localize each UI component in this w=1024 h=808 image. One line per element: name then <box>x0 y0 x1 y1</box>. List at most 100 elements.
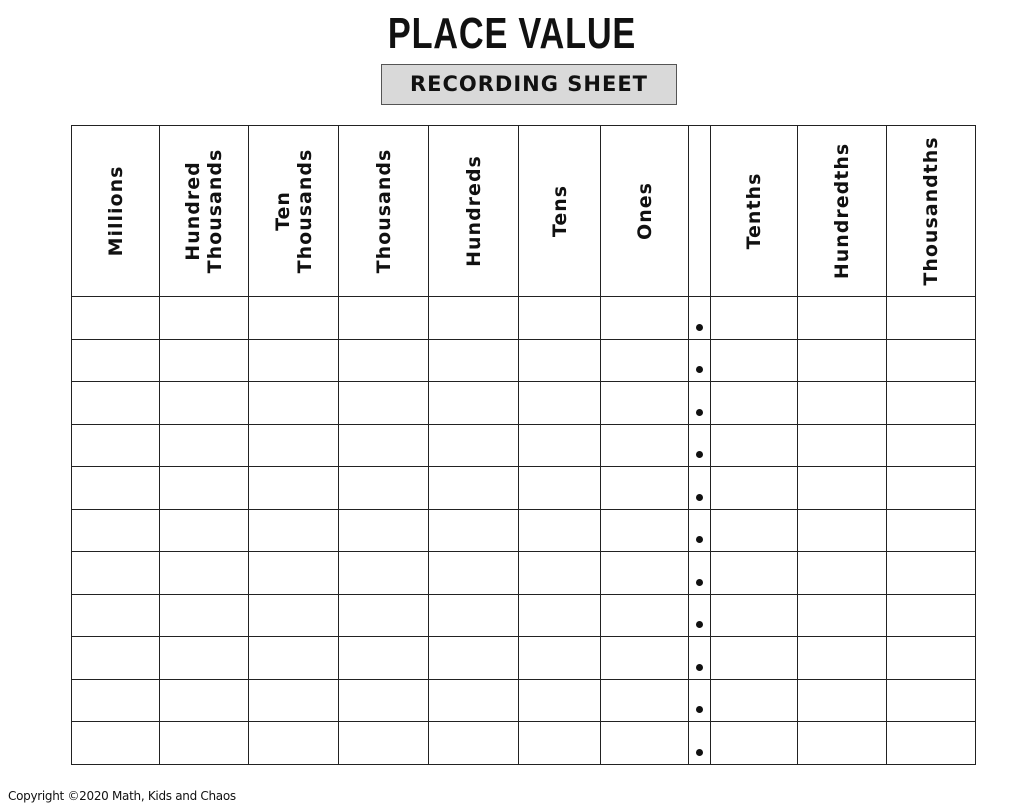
entry-cell[interactable] <box>518 678 601 722</box>
entry-cell[interactable] <box>710 721 798 765</box>
entry-cell[interactable] <box>248 551 339 595</box>
entry-cell[interactable] <box>600 593 689 637</box>
entry-cell[interactable] <box>428 466 519 510</box>
entry-cell[interactable] <box>338 338 429 382</box>
entry-cell[interactable] <box>428 636 519 680</box>
entry-cell[interactable] <box>248 381 339 425</box>
entry-cell[interactable] <box>71 338 160 382</box>
entry-cell[interactable] <box>338 678 429 722</box>
entry-cell[interactable] <box>518 338 601 382</box>
entry-cell[interactable] <box>428 678 519 722</box>
entry-cell[interactable] <box>710 593 798 637</box>
entry-cell[interactable] <box>886 466 976 510</box>
entry-cell[interactable] <box>71 593 160 637</box>
entry-cell[interactable] <box>797 551 887 595</box>
entry-cell[interactable] <box>428 381 519 425</box>
entry-cell[interactable] <box>600 381 689 425</box>
entry-cell[interactable] <box>710 381 798 425</box>
entry-cell[interactable] <box>248 296 339 340</box>
entry-cell[interactable] <box>886 508 976 552</box>
entry-cell[interactable] <box>159 423 249 467</box>
entry-cell[interactable] <box>159 678 249 722</box>
entry-cell[interactable] <box>600 338 689 382</box>
entry-cell[interactable] <box>338 636 429 680</box>
entry-cell[interactable] <box>797 296 887 340</box>
entry-cell[interactable] <box>428 593 519 637</box>
entry-cell[interactable] <box>159 466 249 510</box>
entry-cell[interactable] <box>797 381 887 425</box>
entry-cell[interactable] <box>797 508 887 552</box>
entry-cell[interactable] <box>710 466 798 510</box>
entry-cell[interactable] <box>428 721 519 765</box>
entry-cell[interactable] <box>710 508 798 552</box>
entry-cell[interactable] <box>886 296 976 340</box>
entry-cell[interactable] <box>518 296 601 340</box>
entry-cell[interactable] <box>886 593 976 637</box>
entry-cell[interactable] <box>428 551 519 595</box>
entry-cell[interactable] <box>710 423 798 467</box>
entry-cell[interactable] <box>159 636 249 680</box>
entry-cell[interactable] <box>338 721 429 765</box>
entry-cell[interactable] <box>71 721 160 765</box>
entry-cell[interactable] <box>71 508 160 552</box>
entry-cell[interactable] <box>159 551 249 595</box>
entry-cell[interactable] <box>600 551 689 595</box>
entry-cell[interactable] <box>797 466 887 510</box>
entry-cell[interactable] <box>248 466 339 510</box>
entry-cell[interactable] <box>710 296 798 340</box>
entry-cell[interactable] <box>159 381 249 425</box>
entry-cell[interactable] <box>797 423 887 467</box>
entry-cell[interactable] <box>797 636 887 680</box>
entry-cell[interactable] <box>338 296 429 340</box>
entry-cell[interactable] <box>518 721 601 765</box>
entry-cell[interactable] <box>248 721 339 765</box>
entry-cell[interactable] <box>71 296 160 340</box>
entry-cell[interactable] <box>710 338 798 382</box>
entry-cell[interactable] <box>600 296 689 340</box>
entry-cell[interactable] <box>428 296 519 340</box>
entry-cell[interactable] <box>159 508 249 552</box>
entry-cell[interactable] <box>600 466 689 510</box>
entry-cell[interactable] <box>338 423 429 467</box>
entry-cell[interactable] <box>710 551 798 595</box>
entry-cell[interactable] <box>159 593 249 637</box>
entry-cell[interactable] <box>886 678 976 722</box>
entry-cell[interactable] <box>248 678 339 722</box>
entry-cell[interactable] <box>886 721 976 765</box>
entry-cell[interactable] <box>338 381 429 425</box>
entry-cell[interactable] <box>159 296 249 340</box>
entry-cell[interactable] <box>71 381 160 425</box>
entry-cell[interactable] <box>886 381 976 425</box>
entry-cell[interactable] <box>518 508 601 552</box>
entry-cell[interactable] <box>159 338 249 382</box>
entry-cell[interactable] <box>248 423 339 467</box>
entry-cell[interactable] <box>248 636 339 680</box>
entry-cell[interactable] <box>886 551 976 595</box>
entry-cell[interactable] <box>71 466 160 510</box>
entry-cell[interactable] <box>159 721 249 765</box>
entry-cell[interactable] <box>600 636 689 680</box>
entry-cell[interactable] <box>248 338 339 382</box>
entry-cell[interactable] <box>710 636 798 680</box>
entry-cell[interactable] <box>710 678 798 722</box>
entry-cell[interactable] <box>797 678 887 722</box>
entry-cell[interactable] <box>518 466 601 510</box>
entry-cell[interactable] <box>797 721 887 765</box>
entry-cell[interactable] <box>338 551 429 595</box>
entry-cell[interactable] <box>428 338 519 382</box>
entry-cell[interactable] <box>71 551 160 595</box>
entry-cell[interactable] <box>338 466 429 510</box>
entry-cell[interactable] <box>600 423 689 467</box>
entry-cell[interactable] <box>600 721 689 765</box>
entry-cell[interactable] <box>886 636 976 680</box>
entry-cell[interactable] <box>71 636 160 680</box>
entry-cell[interactable] <box>71 423 160 467</box>
entry-cell[interactable] <box>518 381 601 425</box>
entry-cell[interactable] <box>797 593 887 637</box>
entry-cell[interactable] <box>518 636 601 680</box>
entry-cell[interactable] <box>797 338 887 382</box>
entry-cell[interactable] <box>248 508 339 552</box>
entry-cell[interactable] <box>518 593 601 637</box>
entry-cell[interactable] <box>338 508 429 552</box>
entry-cell[interactable] <box>428 508 519 552</box>
